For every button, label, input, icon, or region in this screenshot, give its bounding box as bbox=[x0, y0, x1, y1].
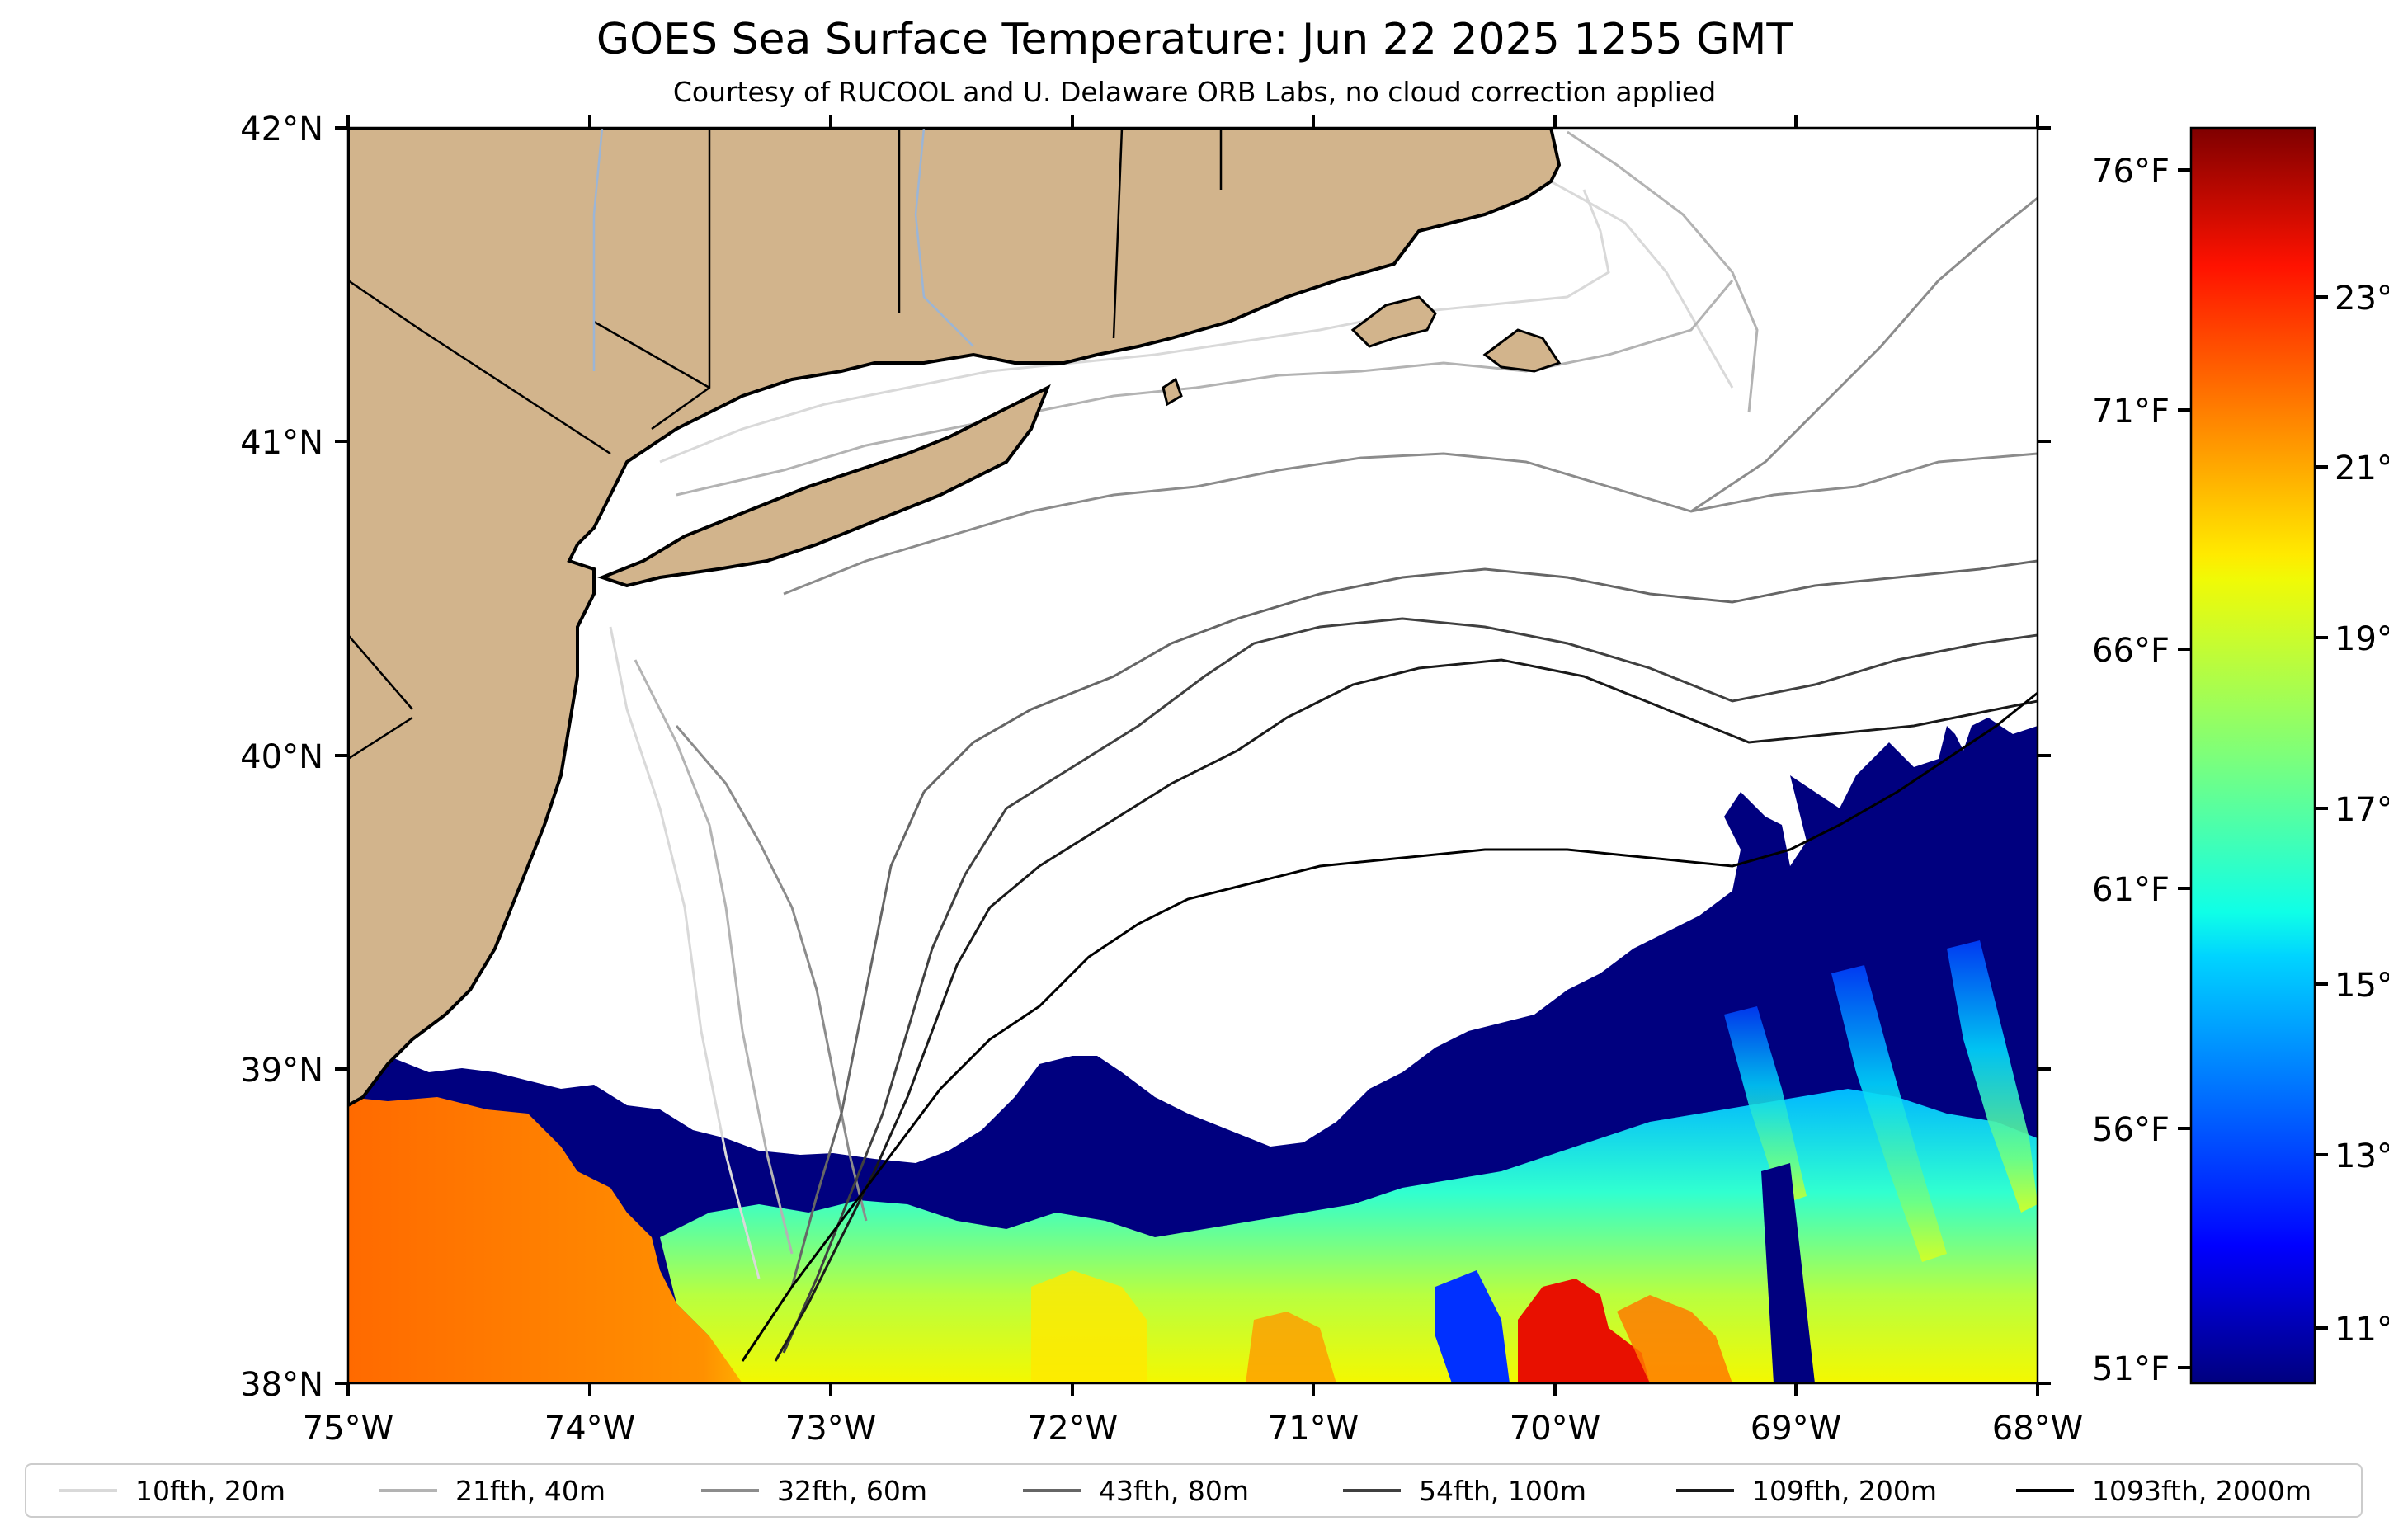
legend-entry-40m: 21fth, 40m bbox=[379, 1465, 605, 1516]
south-band-region bbox=[660, 1089, 2038, 1383]
border-ny-ct bbox=[348, 128, 1223, 761]
legend-label: 1093fth, 2000m bbox=[2092, 1474, 2311, 1507]
colorbar-f-label: 61°F bbox=[2092, 871, 2170, 909]
contour-40m bbox=[634, 130, 1759, 1255]
map-area bbox=[346, 126, 2039, 1385]
colorbar-c-label: 13°C bbox=[2335, 1137, 2389, 1175]
page-title: GOES Sea Surface Temperature: Jun 22 202… bbox=[596, 15, 1793, 64]
legend-entry-20m: 10fth, 20m bbox=[59, 1465, 285, 1516]
yellow-patch bbox=[1031, 1270, 1147, 1383]
warm-water-region bbox=[348, 1097, 792, 1383]
colorbar-c-label: 11°C bbox=[2335, 1311, 2389, 1349]
legend-label: 109fth, 200m bbox=[1752, 1474, 1937, 1507]
sst-field bbox=[348, 718, 2038, 1383]
legend-entry-2000m: 1093fth, 2000m bbox=[2016, 1465, 2311, 1516]
nantucket bbox=[1482, 328, 1562, 373]
lat-tick-label: 39°N bbox=[240, 1052, 323, 1090]
lon-tick-label: 75°W bbox=[303, 1410, 393, 1448]
east-streak-1 bbox=[1831, 965, 1947, 1262]
blue-pocket bbox=[1435, 1270, 1510, 1383]
legend-swatch bbox=[701, 1489, 759, 1492]
legend-label: 54fth, 100m bbox=[1419, 1474, 1586, 1507]
legend-swatch bbox=[1676, 1489, 1734, 1492]
contour-2000m bbox=[741, 691, 2038, 1362]
legend-entry-200m: 109fth, 200m bbox=[1676, 1465, 1937, 1516]
map-axes bbox=[335, 115, 2051, 1396]
contour-80m bbox=[790, 559, 2038, 1288]
contour-60m bbox=[675, 196, 2038, 1222]
lon-tick-label: 68°W bbox=[1992, 1410, 2083, 1448]
lon-labels: 75°W 74°W 73°W 72°W 71°W 70°W 69°W 68°W bbox=[303, 1410, 2083, 1448]
east-streak-3 bbox=[1724, 1006, 1807, 1204]
lon-tick-label: 74°W bbox=[544, 1410, 635, 1448]
contour-legend: 10fth, 20m 21fth, 40m 32fth, 60m 43fth, … bbox=[25, 1463, 2363, 1518]
orange-patch-2 bbox=[1246, 1312, 1336, 1383]
red-hotspot bbox=[1518, 1279, 1650, 1383]
dark-gap bbox=[1761, 1163, 1815, 1383]
colorbar-f-label: 71°F bbox=[2092, 393, 2170, 431]
bathymetry-contours bbox=[609, 130, 2038, 1362]
marthas-vineyard bbox=[1350, 295, 1437, 348]
legend-swatch bbox=[59, 1489, 117, 1492]
mainland bbox=[348, 128, 1562, 1108]
colorbar-f-label: 56°F bbox=[2092, 1111, 2170, 1149]
legend-swatch bbox=[2016, 1489, 2074, 1492]
east-streak-2 bbox=[1947, 940, 2038, 1213]
lon-tick-label: 70°W bbox=[1510, 1410, 1600, 1448]
rivers bbox=[592, 128, 974, 371]
land bbox=[348, 128, 1562, 1108]
legend-label: 21fth, 40m bbox=[455, 1474, 605, 1507]
colorbar-f-label: 76°F bbox=[2092, 153, 2170, 191]
orange-patch-1 bbox=[1617, 1295, 1732, 1383]
colorbar-gradient bbox=[2189, 126, 2316, 1385]
lat-tick-label: 38°N bbox=[240, 1366, 323, 1404]
lon-tick-label: 73°W bbox=[785, 1410, 876, 1448]
lat-tick-label: 40°N bbox=[240, 738, 323, 776]
colorbar-c-label: 19°C bbox=[2335, 620, 2389, 658]
colorbar-c-label: 23°C bbox=[2335, 280, 2389, 318]
legend-entry-80m: 43fth, 80m bbox=[1023, 1465, 1249, 1516]
contour-20m bbox=[609, 180, 1734, 1279]
colorbar-f-label: 51°F bbox=[2092, 1350, 2170, 1388]
colorbar-c-label: 17°C bbox=[2335, 791, 2389, 829]
legend-entry-60m: 32fth, 60m bbox=[701, 1465, 927, 1516]
legend-swatch bbox=[1023, 1489, 1081, 1492]
lat-tick-label: 42°N bbox=[240, 111, 323, 148]
colorbar-f-label: 66°F bbox=[2092, 632, 2170, 670]
state-borders bbox=[348, 128, 1223, 761]
legend-label: 32fth, 60m bbox=[777, 1474, 927, 1507]
colorbar-c-label: 15°C bbox=[2335, 967, 2389, 1005]
lat-labels: 42°N 41°N 40°N 39°N 38°N bbox=[240, 111, 323, 1404]
lon-tick-label: 71°W bbox=[1268, 1410, 1359, 1448]
legend-entry-100m: 54fth, 100m bbox=[1343, 1465, 1586, 1516]
legend-label: 10fth, 20m bbox=[135, 1474, 285, 1507]
colorbar: 76°F 71°F 66°F 61°F 56°F 51°F 23°C 21°C … bbox=[2092, 126, 2389, 1388]
contour-200m bbox=[774, 658, 2038, 1362]
contour-100m bbox=[782, 617, 2038, 1354]
legend-label: 43fth, 80m bbox=[1099, 1474, 1249, 1507]
legend-swatch bbox=[379, 1489, 437, 1492]
legend-swatch bbox=[1343, 1489, 1401, 1492]
colorbar-c-label: 21°C bbox=[2335, 450, 2389, 487]
page-subtitle: Courtesy of RUCOOL and U. Delaware ORB L… bbox=[672, 76, 1717, 108]
long-island bbox=[597, 384, 1051, 588]
lon-tick-label: 72°W bbox=[1027, 1410, 1118, 1448]
block-island bbox=[1162, 377, 1183, 407]
lat-tick-label: 41°N bbox=[240, 424, 323, 462]
lon-tick-label: 69°W bbox=[1751, 1410, 1841, 1448]
